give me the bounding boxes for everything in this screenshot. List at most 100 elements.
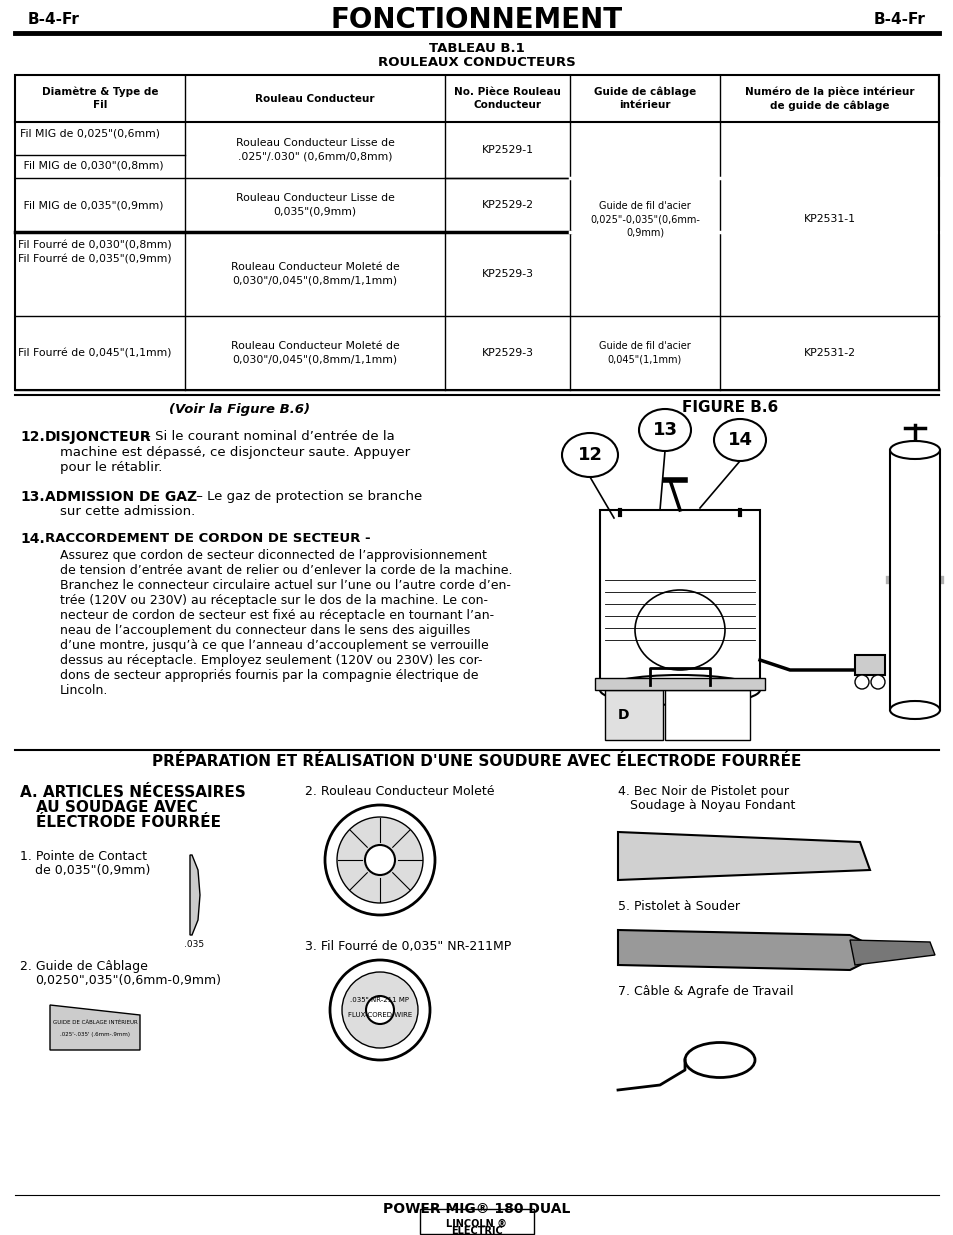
Text: 1. Pointe de Contact: 1. Pointe de Contact: [20, 850, 147, 863]
Bar: [599, 510, 760, 690]
Text: 7. Câble & Agrafe de Travail: 7. Câble & Agrafe de Travail: [618, 986, 793, 998]
Text: Fil MIG de 0,030"(0,8mm): Fil MIG de 0,030"(0,8mm): [20, 161, 164, 170]
Text: No. Pièce Rouleau
Conducteur: No. Pièce Rouleau Conducteur: [454, 86, 560, 110]
Text: B-4-Fr: B-4-Fr: [873, 12, 925, 27]
Text: 0,0250",035"(0,6mm-0,9mm): 0,0250",035"(0,6mm-0,9mm): [35, 974, 221, 987]
Text: B-4-Fr: B-4-Fr: [28, 12, 80, 27]
Bar: [664, 690, 749, 740]
Text: GUIDE DE CÂBLAGE INTÉRIEUR: GUIDE DE CÂBLAGE INTÉRIEUR: [52, 1020, 137, 1025]
Text: KP2531-1: KP2531-1: [802, 214, 855, 224]
Text: – Le gaz de protection se branche: – Le gaz de protection se branche: [192, 490, 422, 503]
Text: machine est dépassé, ce disjoncteur saute. Appuyer: machine est dépassé, ce disjoncteur saut…: [60, 446, 410, 459]
Text: 14: 14: [727, 431, 752, 450]
Text: Fil MIG de 0,025"(0,6mm): Fil MIG de 0,025"(0,6mm): [20, 128, 160, 138]
Circle shape: [870, 676, 884, 689]
Text: Rouleau Conducteur Lisse de
0,035"(0,9mm): Rouleau Conducteur Lisse de 0,035"(0,9mm…: [235, 194, 394, 216]
Text: FONCTIONNEMENT: FONCTIONNEMENT: [331, 6, 622, 35]
Text: Fil Fourré de 0,035"(0,9mm): Fil Fourré de 0,035"(0,9mm): [18, 254, 172, 264]
Text: D: D: [618, 708, 629, 722]
Text: KP2531-2: KP2531-2: [802, 348, 855, 358]
Text: LINCOLN ®: LINCOLN ®: [446, 1219, 507, 1229]
Polygon shape: [190, 855, 200, 935]
Bar: [889, 450, 939, 710]
Text: dons de secteur appropriés fournis par la compagnie électrique de: dons de secteur appropriés fournis par l…: [60, 669, 478, 682]
Text: trée (120V ou 230V) au réceptacle sur le dos de la machine. Le con-: trée (120V ou 230V) au réceptacle sur le…: [60, 594, 488, 606]
Text: 5. Pistolet à Souder: 5. Pistolet à Souder: [618, 900, 740, 913]
Ellipse shape: [889, 441, 939, 459]
Text: 13: 13: [652, 421, 677, 438]
Text: KP2529-3: KP2529-3: [481, 348, 533, 358]
Text: Rouleau Conducteur Moleté de
0,030"/0,045"(0,8mm/1,1mm): Rouleau Conducteur Moleté de 0,030"/0,04…: [231, 262, 399, 285]
Text: Branchez le connecteur circulaire actuel sur l’une ou l’autre corde d’en-: Branchez le connecteur circulaire actuel…: [60, 579, 511, 592]
Polygon shape: [50, 1005, 140, 1050]
Text: TABLEAU B.1: TABLEAU B.1: [429, 42, 524, 54]
Bar: [595, 678, 764, 690]
Circle shape: [336, 818, 422, 903]
Text: .025'-.035' (.6mm-.9mm): .025'-.035' (.6mm-.9mm): [60, 1032, 130, 1037]
Text: necteur de cordon de secteur est fixé au réceptacle en tournant l’an-: necteur de cordon de secteur est fixé au…: [60, 609, 494, 622]
Text: Assurez que cordon de secteur diconnected de l’approvisionnement: Assurez que cordon de secteur diconnecte…: [60, 550, 486, 562]
Text: – Si le courant nominal d’entrée de la: – Si le courant nominal d’entrée de la: [140, 430, 395, 443]
Text: RACCORDEMENT DE CORDON DE SECTEUR -: RACCORDEMENT DE CORDON DE SECTEUR -: [45, 532, 370, 545]
Text: (Voir la Figure B.6): (Voir la Figure B.6): [170, 404, 310, 416]
Text: pour le rétablir.: pour le rétablir.: [60, 461, 162, 474]
Polygon shape: [618, 930, 869, 969]
Text: Guide de fil d'acier
0,025"-0,035"(0,6mm-
0,9mm): Guide de fil d'acier 0,025"-0,035"(0,6mm…: [590, 201, 700, 237]
Text: Lincoln.: Lincoln.: [60, 684, 109, 697]
Ellipse shape: [889, 701, 939, 719]
Circle shape: [325, 805, 435, 915]
Bar: [15, 75, 938, 390]
Text: 2. Guide de Câblage: 2. Guide de Câblage: [20, 960, 148, 973]
Text: DISJONCTEUR: DISJONCTEUR: [45, 430, 152, 445]
Bar: [604, 690, 662, 740]
Text: 4. Bec Noir de Pistolet pour: 4. Bec Noir de Pistolet pour: [618, 785, 788, 798]
Bar: [854, 655, 884, 676]
Text: 12: 12: [577, 446, 602, 464]
Text: Numéro de la pièce intérieur
de guide de câblage: Numéro de la pièce intérieur de guide de…: [744, 86, 913, 111]
Text: ROULEAUX CONDUCTEURS: ROULEAUX CONDUCTEURS: [377, 57, 576, 69]
Text: Rouleau Conducteur: Rouleau Conducteur: [255, 94, 375, 104]
Text: 14.: 14.: [20, 532, 45, 546]
Text: dessus au réceptacle. Employez seulement (120V ou 230V) les cor-: dessus au réceptacle. Employez seulement…: [60, 655, 482, 667]
Text: .035" NR-211 MP: .035" NR-211 MP: [350, 997, 409, 1003]
Text: ÉLECTRODE FOURRÉE: ÉLECTRODE FOURRÉE: [36, 815, 221, 830]
Text: ADMISSION DE GAZ: ADMISSION DE GAZ: [45, 490, 197, 504]
Bar: [419, 1209, 534, 1234]
Circle shape: [365, 845, 395, 876]
Polygon shape: [849, 940, 934, 965]
Text: KP2529-2: KP2529-2: [481, 200, 533, 210]
Text: A. ARTICLES NÉCESSAIRES: A. ARTICLES NÉCESSAIRES: [20, 785, 246, 800]
Text: Guide de fil d'acier
0,045"(1,1mm): Guide de fil d'acier 0,045"(1,1mm): [598, 341, 690, 364]
Text: Diamètre & Type de
Fil: Diamètre & Type de Fil: [42, 86, 158, 110]
Text: Soudage à Noyau Fondant: Soudage à Noyau Fondant: [629, 799, 795, 811]
Text: FLUX-CORED WIRE: FLUX-CORED WIRE: [348, 1011, 412, 1018]
Ellipse shape: [713, 419, 765, 461]
Text: KP2529-3: KP2529-3: [481, 269, 533, 279]
Text: .035: .035: [184, 940, 204, 948]
Text: 12.: 12.: [20, 430, 45, 445]
Text: 13.: 13.: [20, 490, 45, 504]
Text: 2. Rouleau Conducteur Moleté: 2. Rouleau Conducteur Moleté: [305, 785, 494, 798]
Text: POWER MIG® 180 DUAL: POWER MIG® 180 DUAL: [383, 1202, 570, 1216]
Circle shape: [854, 676, 868, 689]
Text: Fil MIG de 0,035"(0,9mm): Fil MIG de 0,035"(0,9mm): [20, 200, 163, 210]
Circle shape: [366, 995, 394, 1024]
Text: de 0,035"(0,9mm): de 0,035"(0,9mm): [35, 864, 151, 877]
Ellipse shape: [599, 676, 760, 705]
Text: neau de l’accouplement du connecteur dans le sens des aiguilles: neau de l’accouplement du connecteur dan…: [60, 624, 470, 637]
Text: sur cette admission.: sur cette admission.: [60, 505, 195, 517]
Circle shape: [330, 960, 430, 1060]
Text: Rouleau Conducteur Moleté de
0,030"/0,045"(0,8mm/1,1mm): Rouleau Conducteur Moleté de 0,030"/0,04…: [231, 341, 399, 364]
Text: Fil Fourré de 0,030"(0,8mm): Fil Fourré de 0,030"(0,8mm): [18, 240, 172, 249]
Text: de tension d’entrée avant de relier ou d’enlever la corde de la machine.: de tension d’entrée avant de relier ou d…: [60, 564, 512, 577]
Text: ELECTRIC: ELECTRIC: [451, 1226, 502, 1235]
Text: KP2529-1: KP2529-1: [481, 144, 533, 156]
Text: 3. Fil Fourré de 0,035" NR-211MP: 3. Fil Fourré de 0,035" NR-211MP: [305, 940, 511, 953]
Ellipse shape: [561, 433, 618, 477]
Circle shape: [341, 972, 417, 1049]
Polygon shape: [618, 832, 869, 881]
Text: Guide de câblage
intérieur: Guide de câblage intérieur: [594, 86, 696, 110]
Text: FIGURE B.6: FIGURE B.6: [681, 400, 778, 415]
Text: d’une montre, jusqu’à ce que l’anneau d’accouplement se verrouille: d’une montre, jusqu’à ce que l’anneau d’…: [60, 638, 488, 652]
Text: Fil Fourré de 0,045"(1,1mm): Fil Fourré de 0,045"(1,1mm): [18, 348, 172, 358]
